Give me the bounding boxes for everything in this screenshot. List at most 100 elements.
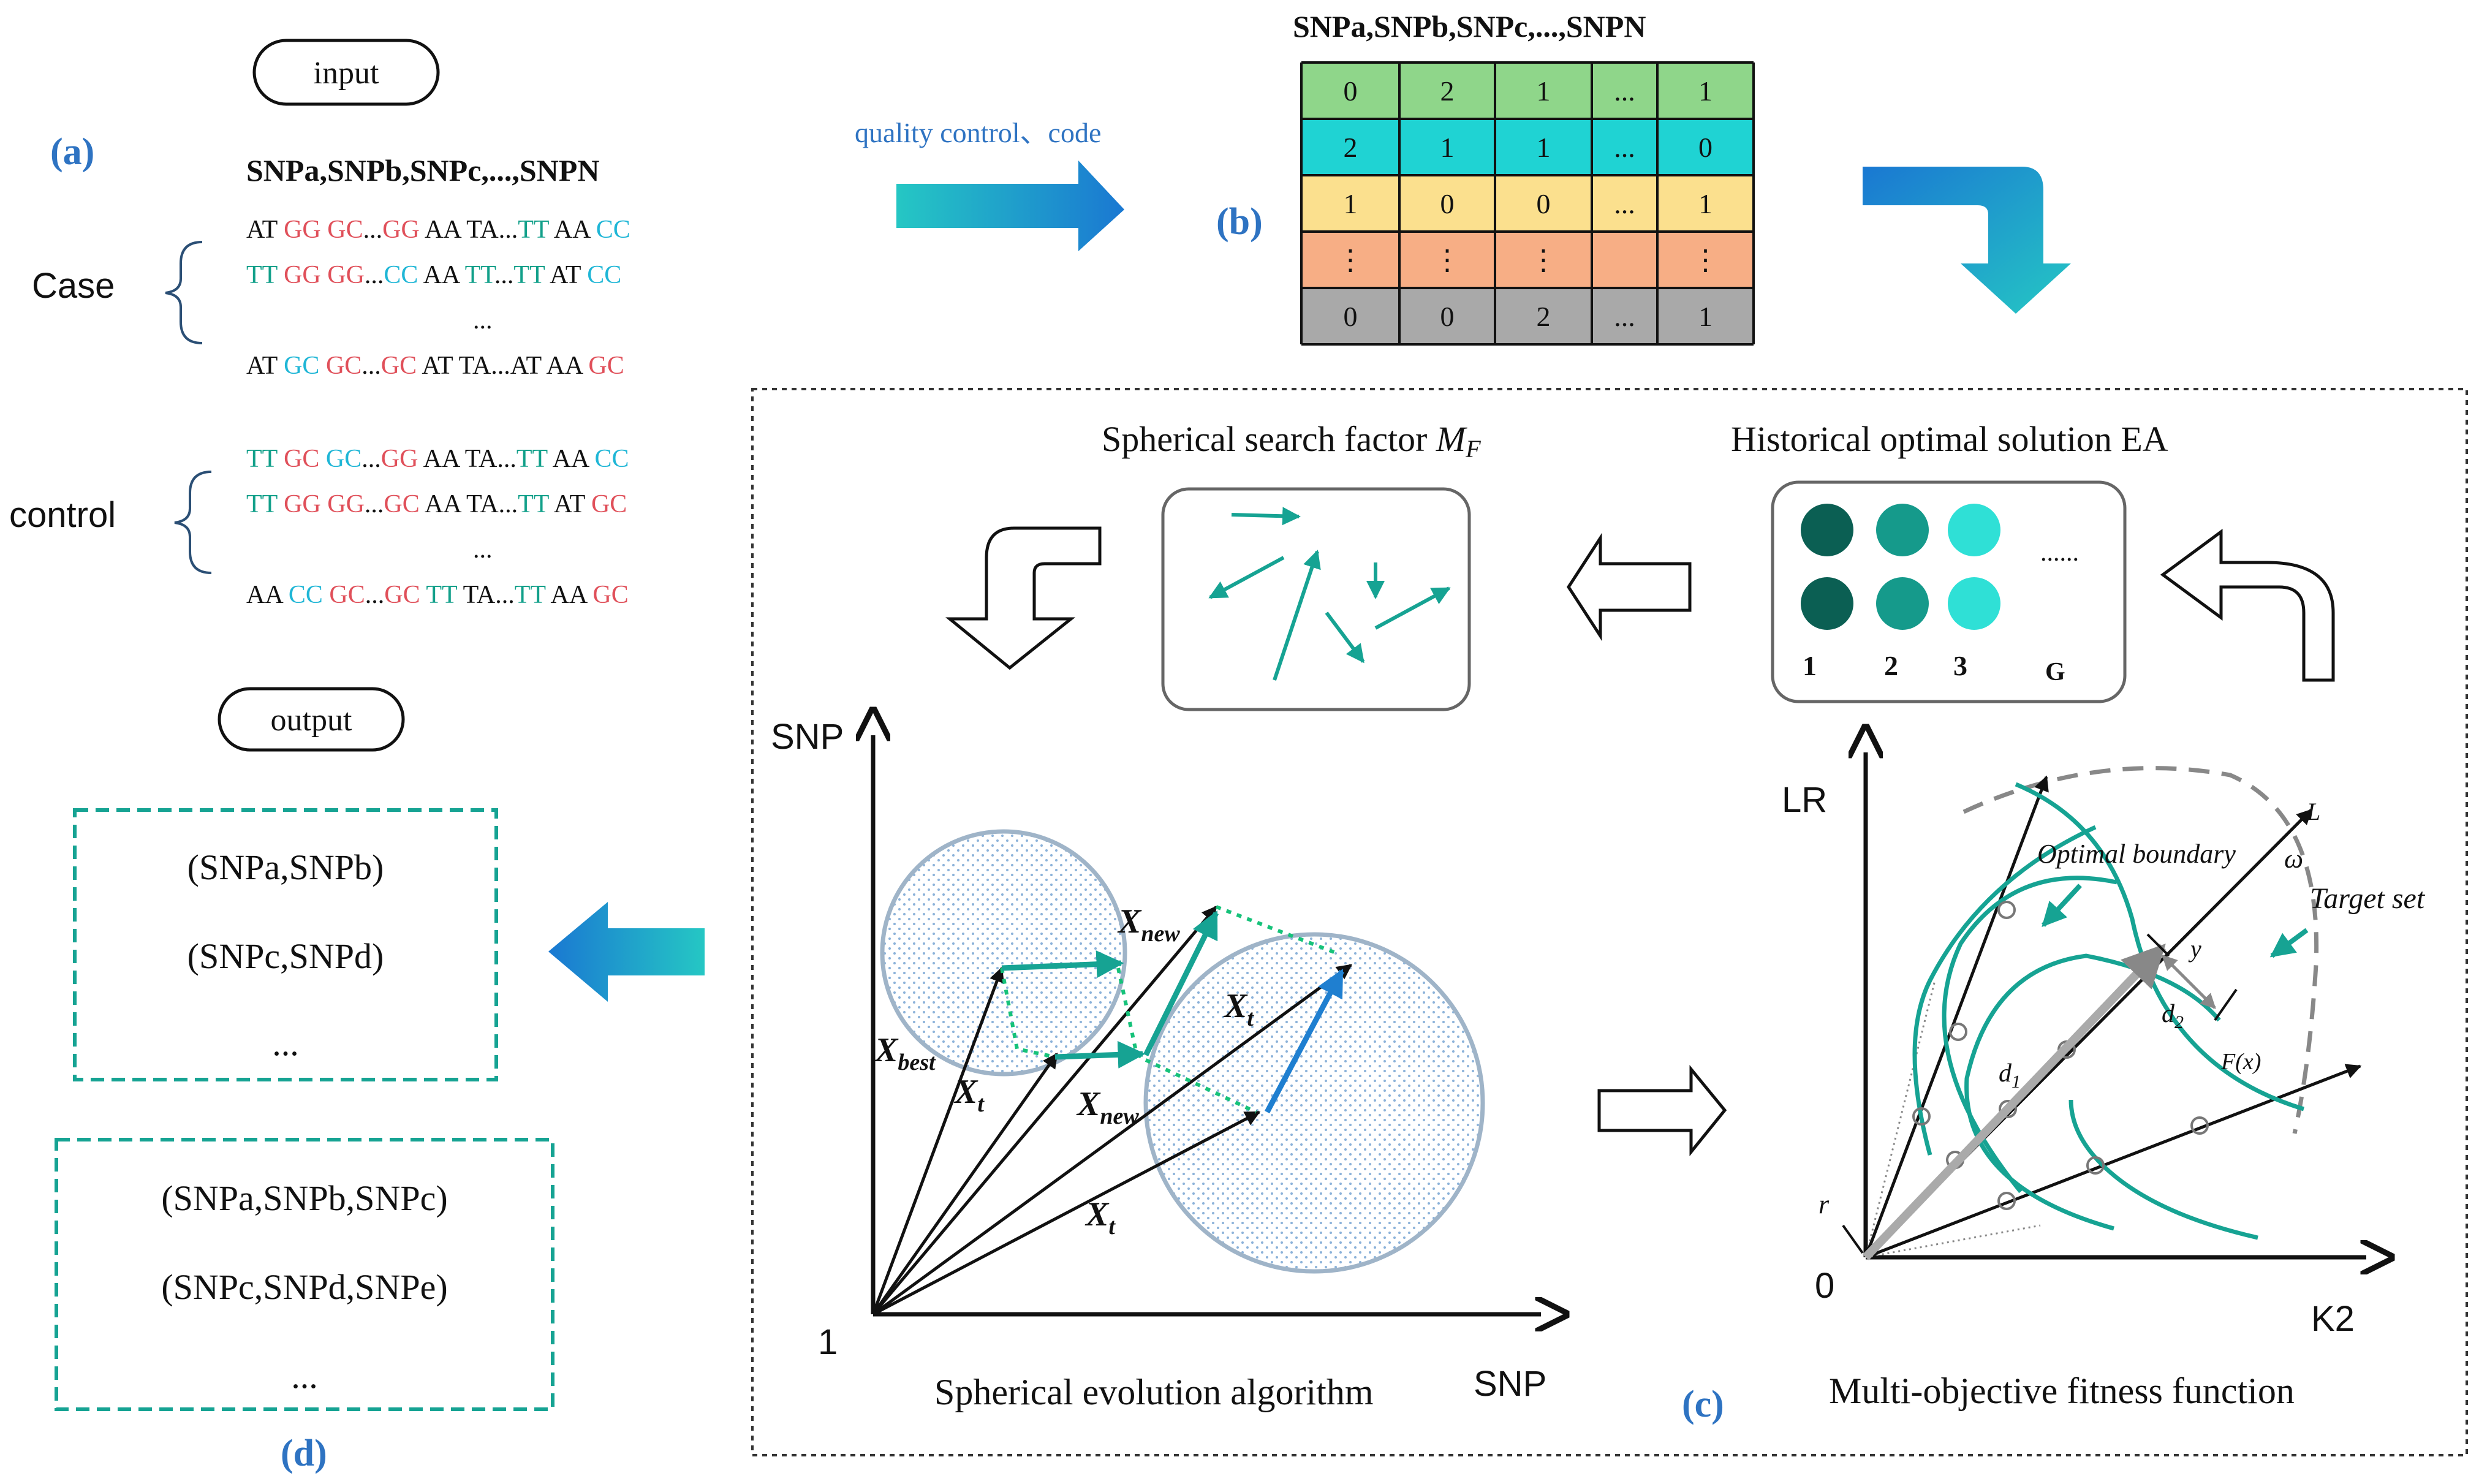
- matrix-cell: ⋮: [1433, 244, 1461, 276]
- teal-move-3: [1143, 910, 1219, 1056]
- base-pair: TA: [459, 352, 491, 380]
- base-pair: ...: [497, 445, 517, 473]
- label-x-t-1: Xt: [953, 1073, 985, 1117]
- level-curve-4: [2068, 1099, 2258, 1240]
- base-pair: AT: [246, 216, 284, 244]
- pair-ellipsis: ...: [272, 1023, 299, 1063]
- base-pair: ...: [363, 216, 383, 244]
- matrix-cell: 1: [1698, 75, 1713, 107]
- sf-vector: [1208, 556, 1285, 599]
- intersection-point: [1949, 1023, 1967, 1041]
- label-x-new-2: Xnew: [1076, 1085, 1139, 1129]
- target-set-arc: [1962, 766, 2319, 1134]
- ea-generation-label: 1: [1803, 650, 1817, 681]
- base-pair: GC: [329, 581, 365, 609]
- base-pair: TT: [518, 216, 554, 244]
- triple-ellipsis: ...: [291, 1356, 318, 1396]
- base-pair: TT: [515, 581, 551, 609]
- case-label: Case: [32, 266, 115, 306]
- label-x-t-3: Xt: [1084, 1195, 1116, 1240]
- sea-origin-label: 1: [818, 1322, 838, 1362]
- ea-solution-dot: [1876, 504, 1929, 556]
- r-bracket: [1842, 1224, 1864, 1254]
- base-pair: GG: [382, 216, 425, 244]
- base-pair: GG: [327, 490, 365, 518]
- case-brace: [165, 241, 203, 344]
- base-pair: ...: [473, 306, 493, 335]
- search-factor-title: Spherical search factor MF: [1102, 419, 1481, 463]
- intersection-point: [1997, 1192, 2016, 1210]
- vector-x-new-1: [872, 906, 1217, 1316]
- ea-solution-dot: [1801, 577, 1853, 630]
- matrix-cell: ⋮: [1529, 244, 1557, 276]
- level-curve-5: [2015, 782, 2305, 1111]
- matrix-cell: 1: [1698, 301, 1713, 332]
- d1-label: d1: [1999, 1059, 2021, 1092]
- sea-caption: Spherical evolution algorithm: [934, 1372, 1374, 1412]
- case-sequence: AT GC GC...GC AT TA...AT AA GC: [246, 352, 624, 380]
- matrix-cell: ...: [1614, 301, 1635, 332]
- panel-c-label: (c): [1682, 1384, 1724, 1425]
- sf-vector: [1325, 611, 1365, 664]
- base-pair: GC: [592, 581, 628, 609]
- matrix-cell: 2: [1344, 132, 1358, 163]
- mof-x-axis-label: K2: [2311, 1299, 2355, 1339]
- triple-2: (SNPc,SNPd,SNPe): [161, 1267, 447, 1307]
- level-curve-3: [1964, 953, 2221, 1231]
- snp-header-b: SNPa,SNPb,SNPc,...,SNPN: [1293, 9, 1646, 44]
- target-arrow: [2269, 928, 2309, 958]
- base-pair: ...: [365, 490, 384, 518]
- matrix-cell: 2: [1440, 75, 1455, 107]
- mof-y-axis-label: LR: [1782, 780, 1827, 820]
- sea-y-axis-label: SNP: [771, 717, 844, 757]
- matrix-row-band: [1301, 119, 1754, 175]
- panel-d: output (SNPa,SNPb) (SNPc,SNPd) ... (SNPa…: [55, 687, 554, 1474]
- base-pair: AA: [425, 216, 466, 244]
- control-sequence-ellipsis: ...: [473, 536, 493, 564]
- hollow-curved-arrow-sf-to-sea: [945, 526, 1102, 670]
- matrix-row-band: [1301, 232, 1754, 288]
- base-pair: AA: [547, 352, 589, 380]
- matrix-cell: ⋮: [1336, 244, 1364, 276]
- ea-solution-dot: [1948, 577, 2000, 630]
- ref-line-1: [1864, 775, 2049, 1258]
- base-pair: TA: [465, 445, 498, 473]
- matrix-row-band: [1301, 175, 1754, 232]
- level-curve-1: [1912, 825, 2097, 1156]
- matrix-cell: ...: [1614, 188, 1635, 219]
- base-pair: AA: [246, 581, 289, 609]
- matrix-cell: ⋮: [1692, 244, 1720, 276]
- omega-label: ω: [2284, 844, 2303, 874]
- matrix-cell: 1: [1698, 188, 1713, 219]
- case-sequence: AT GG GC...GG AA TA...TT AA CC: [246, 216, 630, 244]
- qc-label: quality control、code: [855, 117, 1101, 148]
- hollow-arrow-sea-to-mof: [1597, 1065, 1727, 1157]
- base-pair: AT: [550, 261, 587, 289]
- cone-edge: [1865, 1224, 2041, 1259]
- base-pair: ...: [473, 536, 493, 564]
- y-label: y: [2188, 935, 2201, 963]
- triples-box: [55, 1138, 554, 1411]
- panel-b-label: (b): [1216, 201, 1263, 243]
- panel-d-label: (d): [281, 1433, 327, 1474]
- base-pair: TT: [513, 261, 550, 289]
- base-pair: GC: [591, 490, 627, 518]
- sf-vector: [1374, 586, 1451, 630]
- base-pair: ...: [499, 490, 518, 518]
- base-pair: GC: [381, 352, 422, 380]
- base-pair: CC: [587, 261, 621, 289]
- ea-solution-dot: [1876, 577, 1929, 630]
- label-x-best: Xbest: [874, 1031, 936, 1075]
- sf-vector: [1231, 507, 1301, 526]
- fx-tick: [2214, 988, 2238, 1021]
- matrix-cell: 1: [1537, 75, 1551, 107]
- base-pair: GG: [284, 261, 327, 289]
- base-pair: GG: [284, 490, 327, 518]
- sea-vectors: [871, 906, 1353, 1316]
- intersection-point: [1999, 1100, 2017, 1118]
- base-pair: GC: [384, 490, 425, 518]
- projection-y: [1862, 943, 2167, 1260]
- matrix-cell: 0: [1440, 301, 1455, 332]
